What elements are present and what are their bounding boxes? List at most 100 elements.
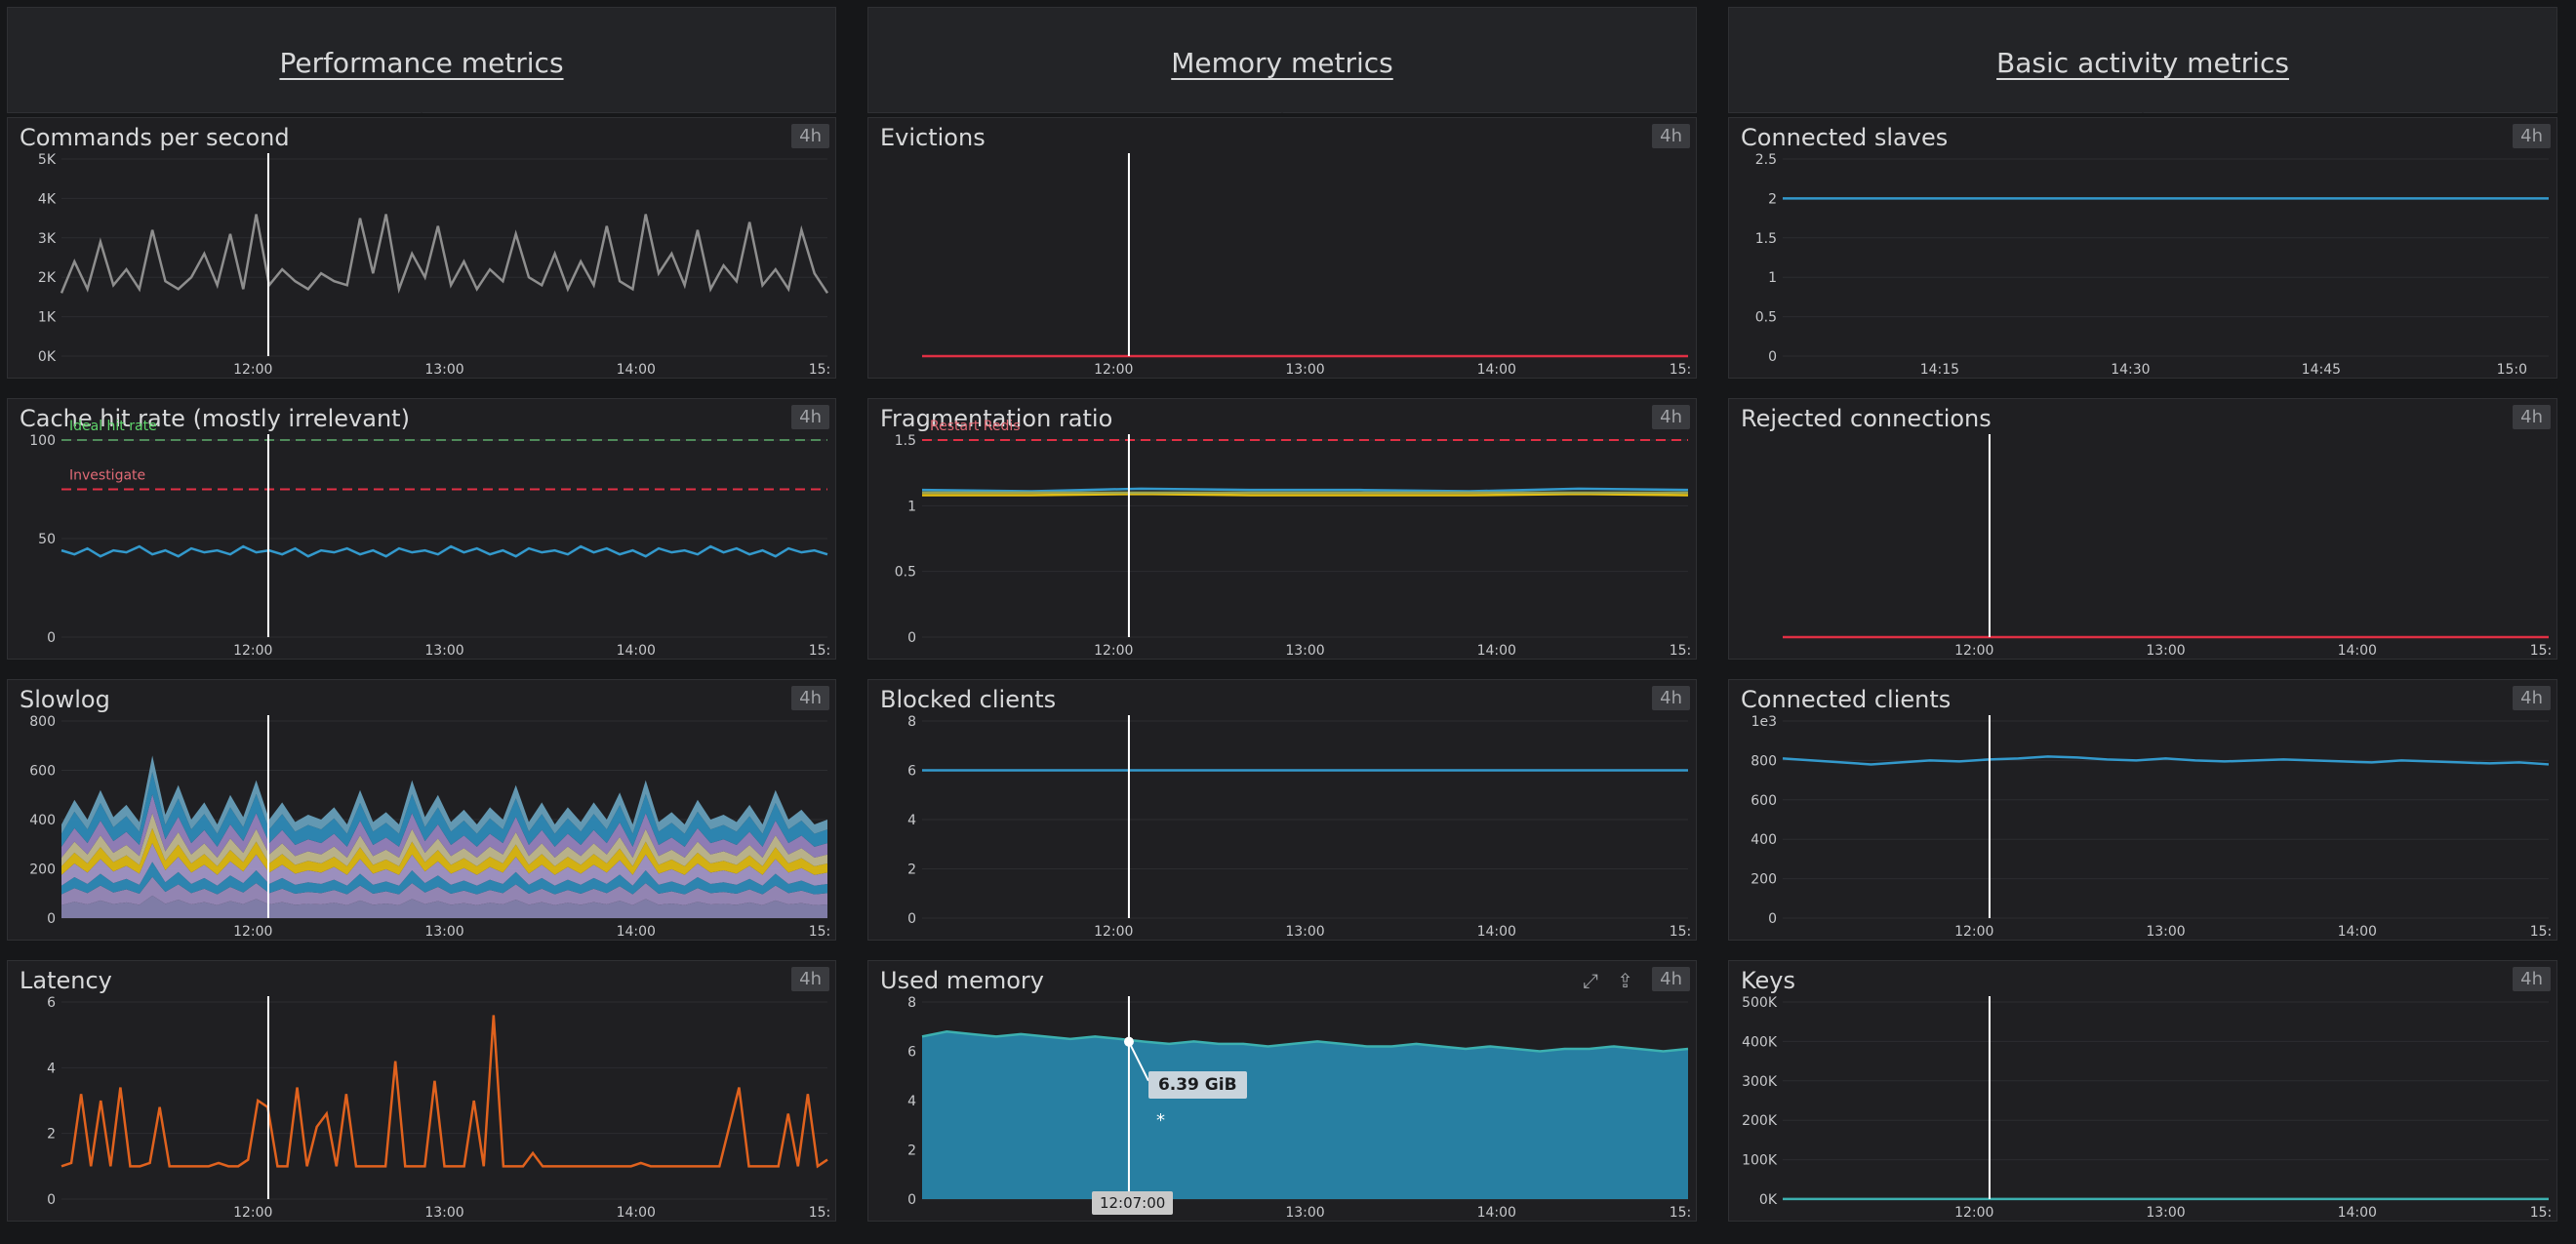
section-header: Performance metrics — [7, 7, 836, 113]
x-tick-label: 15: — [1670, 924, 1692, 940]
time-range-badge[interactable]: 4h — [1652, 967, 1690, 991]
section-title[interactable]: Basic activity metrics — [1996, 47, 2289, 79]
time-range-badge[interactable]: 4h — [791, 124, 829, 148]
y-tick-label: 0 — [907, 911, 916, 927]
panel-title[interactable]: Fragmentation ratio — [880, 405, 1113, 432]
share-icon[interactable]: ⇪ — [1617, 969, 1633, 992]
chart: 0 2 4 6 12:00 13:00 14:00 15: — [47, 995, 830, 1221]
chart: 0 0.5 1 1.5 12:00 13:00 14:00 15: Restart Redis — [895, 419, 1692, 659]
y-tick-label: 200 — [29, 863, 56, 878]
y-tick-label: 0.5 — [895, 565, 916, 581]
x-tick-label: 13:00 — [1285, 924, 1324, 940]
y-tick-label: 600 — [1751, 793, 1777, 809]
x-tick-label: 14:00 — [617, 362, 656, 378]
x-tick-label: 15: — [809, 362, 831, 378]
section-header: Basic activity metrics — [1728, 7, 2557, 113]
annotation-label: Investigate — [69, 468, 145, 484]
y-tick-label: 0.5 — [1755, 310, 1777, 326]
y-tick-label: 6 — [47, 995, 56, 1011]
x-tick-label: 13:00 — [424, 643, 463, 659]
panel-latency: Latency 4h 0 2 4 6 12:00 13:00 14:00 15: — [7, 960, 836, 1222]
y-tick-label: 0K — [38, 349, 57, 365]
time-range-badge[interactable]: 4h — [791, 967, 829, 991]
y-tick-label: 0K — [1759, 1192, 1778, 1208]
y-tick-label: 4K — [38, 191, 57, 207]
annotation-label: Restart Redis — [930, 419, 1021, 434]
y-tick-label: 4 — [47, 1061, 56, 1076]
x-tick-label: 13:00 — [424, 362, 463, 378]
x-tick-label: 14:45 — [2302, 362, 2341, 378]
time-range-badge[interactable]: 4h — [1652, 124, 1690, 148]
chart: 0K 100K 200K 300K 400K 500K 12:00 13:00 14:00 15: — [1742, 995, 2552, 1221]
x-tick-label: 13:00 — [1285, 1205, 1324, 1221]
time-range-badge[interactable]: 4h — [2513, 686, 2551, 710]
chart: 12:00 13:00 14:00 15: — [1783, 434, 2552, 659]
x-tick-label: 14:00 — [2338, 1205, 2377, 1221]
x-tick-label: 12:00 — [1094, 362, 1133, 378]
y-tick-label: 6 — [907, 1045, 916, 1061]
series-line — [60, 1015, 828, 1169]
y-tick-label: 2 — [907, 863, 916, 878]
x-tick-label: 13:00 — [2146, 643, 2185, 659]
x-tick-label: 12:00 — [233, 924, 272, 940]
x-tick-label: 12:00 — [1094, 643, 1133, 659]
time-range-badge[interactable]: 4h — [791, 405, 829, 429]
section-title[interactable]: Performance metrics — [279, 47, 564, 79]
panel-title[interactable]: Connected clients — [1741, 686, 1952, 713]
y-tick-label: 0 — [47, 911, 56, 927]
time-range-badge[interactable]: 4h — [791, 686, 829, 710]
x-tick-label: 12:00 — [233, 1205, 272, 1221]
x-tick-label: 13:00 — [424, 1205, 463, 1221]
time-range-badge[interactable]: 4h — [2513, 124, 2551, 148]
x-tick-label: 15: — [1670, 1205, 1692, 1221]
panel-title[interactable]: Evictions — [880, 124, 986, 151]
x-tick-label: 12:00 — [233, 643, 272, 659]
y-tick-label: 1 — [1768, 270, 1777, 286]
chart: 0 2 4 6 8 12:00 13:00 14:00 15: — [907, 714, 1692, 940]
x-tick-label: 13:00 — [2146, 924, 2185, 940]
series-line — [1782, 755, 2550, 766]
stacked-area-layer — [61, 755, 827, 834]
y-tick-label: 1e3 — [1751, 714, 1777, 730]
chart: 0 200 400 600 800 1e3 12:00 13:00 14:00 15: — [1751, 714, 2552, 940]
x-tick-label: 14:00 — [1477, 362, 1516, 378]
stacked-area-layer — [61, 843, 827, 886]
panel-title[interactable]: Rejected connections — [1741, 405, 1992, 432]
y-tick-label: 3K — [38, 231, 57, 247]
x-tick-label: 14:00 — [2338, 643, 2377, 659]
x-tick-label: 15: — [1670, 362, 1692, 378]
y-tick-label: 2 — [907, 1144, 916, 1159]
chart: 12:00 13:00 14:00 15: — [922, 153, 1692, 378]
panel-title[interactable]: Latency — [20, 967, 112, 994]
y-tick-label: 1.5 — [895, 433, 916, 449]
time-range-badge[interactable]: 4h — [2513, 967, 2551, 991]
time-range-badge[interactable]: 4h — [1652, 405, 1690, 429]
time-range-badge[interactable]: 4h — [2513, 405, 2551, 429]
chart: 0K 1K 2K 3K 4K 5K 12:00 13:00 14:00 15: — [38, 152, 831, 378]
y-tick-label: 2 — [47, 1127, 56, 1143]
panel-title[interactable]: Used memory — [880, 967, 1044, 994]
x-tick-label: 15: — [1670, 643, 1692, 659]
series-line — [922, 492, 1689, 497]
y-tick-label: 0 — [47, 1192, 56, 1208]
area-fill — [922, 1031, 1688, 1199]
caret-icon — [2125, 98, 2160, 113]
caret-icon — [1265, 98, 1300, 113]
panel-title[interactable]: Cache hit rate (mostly irrelevant) — [20, 405, 410, 432]
panel-title[interactable]: Commands per second — [20, 124, 290, 151]
panel-title[interactable]: Blocked clients — [880, 686, 1057, 713]
panel-title[interactable]: Keys — [1741, 967, 1796, 994]
stacked-area-layer — [61, 876, 827, 905]
section-title[interactable]: Memory metrics — [1171, 47, 1393, 79]
y-tick-label: 0 — [47, 630, 56, 646]
y-tick-label: 50 — [38, 532, 56, 547]
panel-title[interactable]: Connected slaves — [1741, 124, 1949, 151]
tooltip-time: 12:07:00 — [1091, 1191, 1174, 1215]
x-tick-label: 13:00 — [1285, 643, 1324, 659]
y-tick-label: 8 — [907, 714, 916, 730]
expand-icon[interactable]: ⤢ — [1583, 969, 1598, 992]
time-range-badge[interactable]: 4h — [1652, 686, 1690, 710]
y-tick-label: 100 — [29, 433, 56, 449]
panel-title[interactable]: Slowlog — [20, 686, 110, 713]
x-tick-label: 14:00 — [1477, 643, 1516, 659]
